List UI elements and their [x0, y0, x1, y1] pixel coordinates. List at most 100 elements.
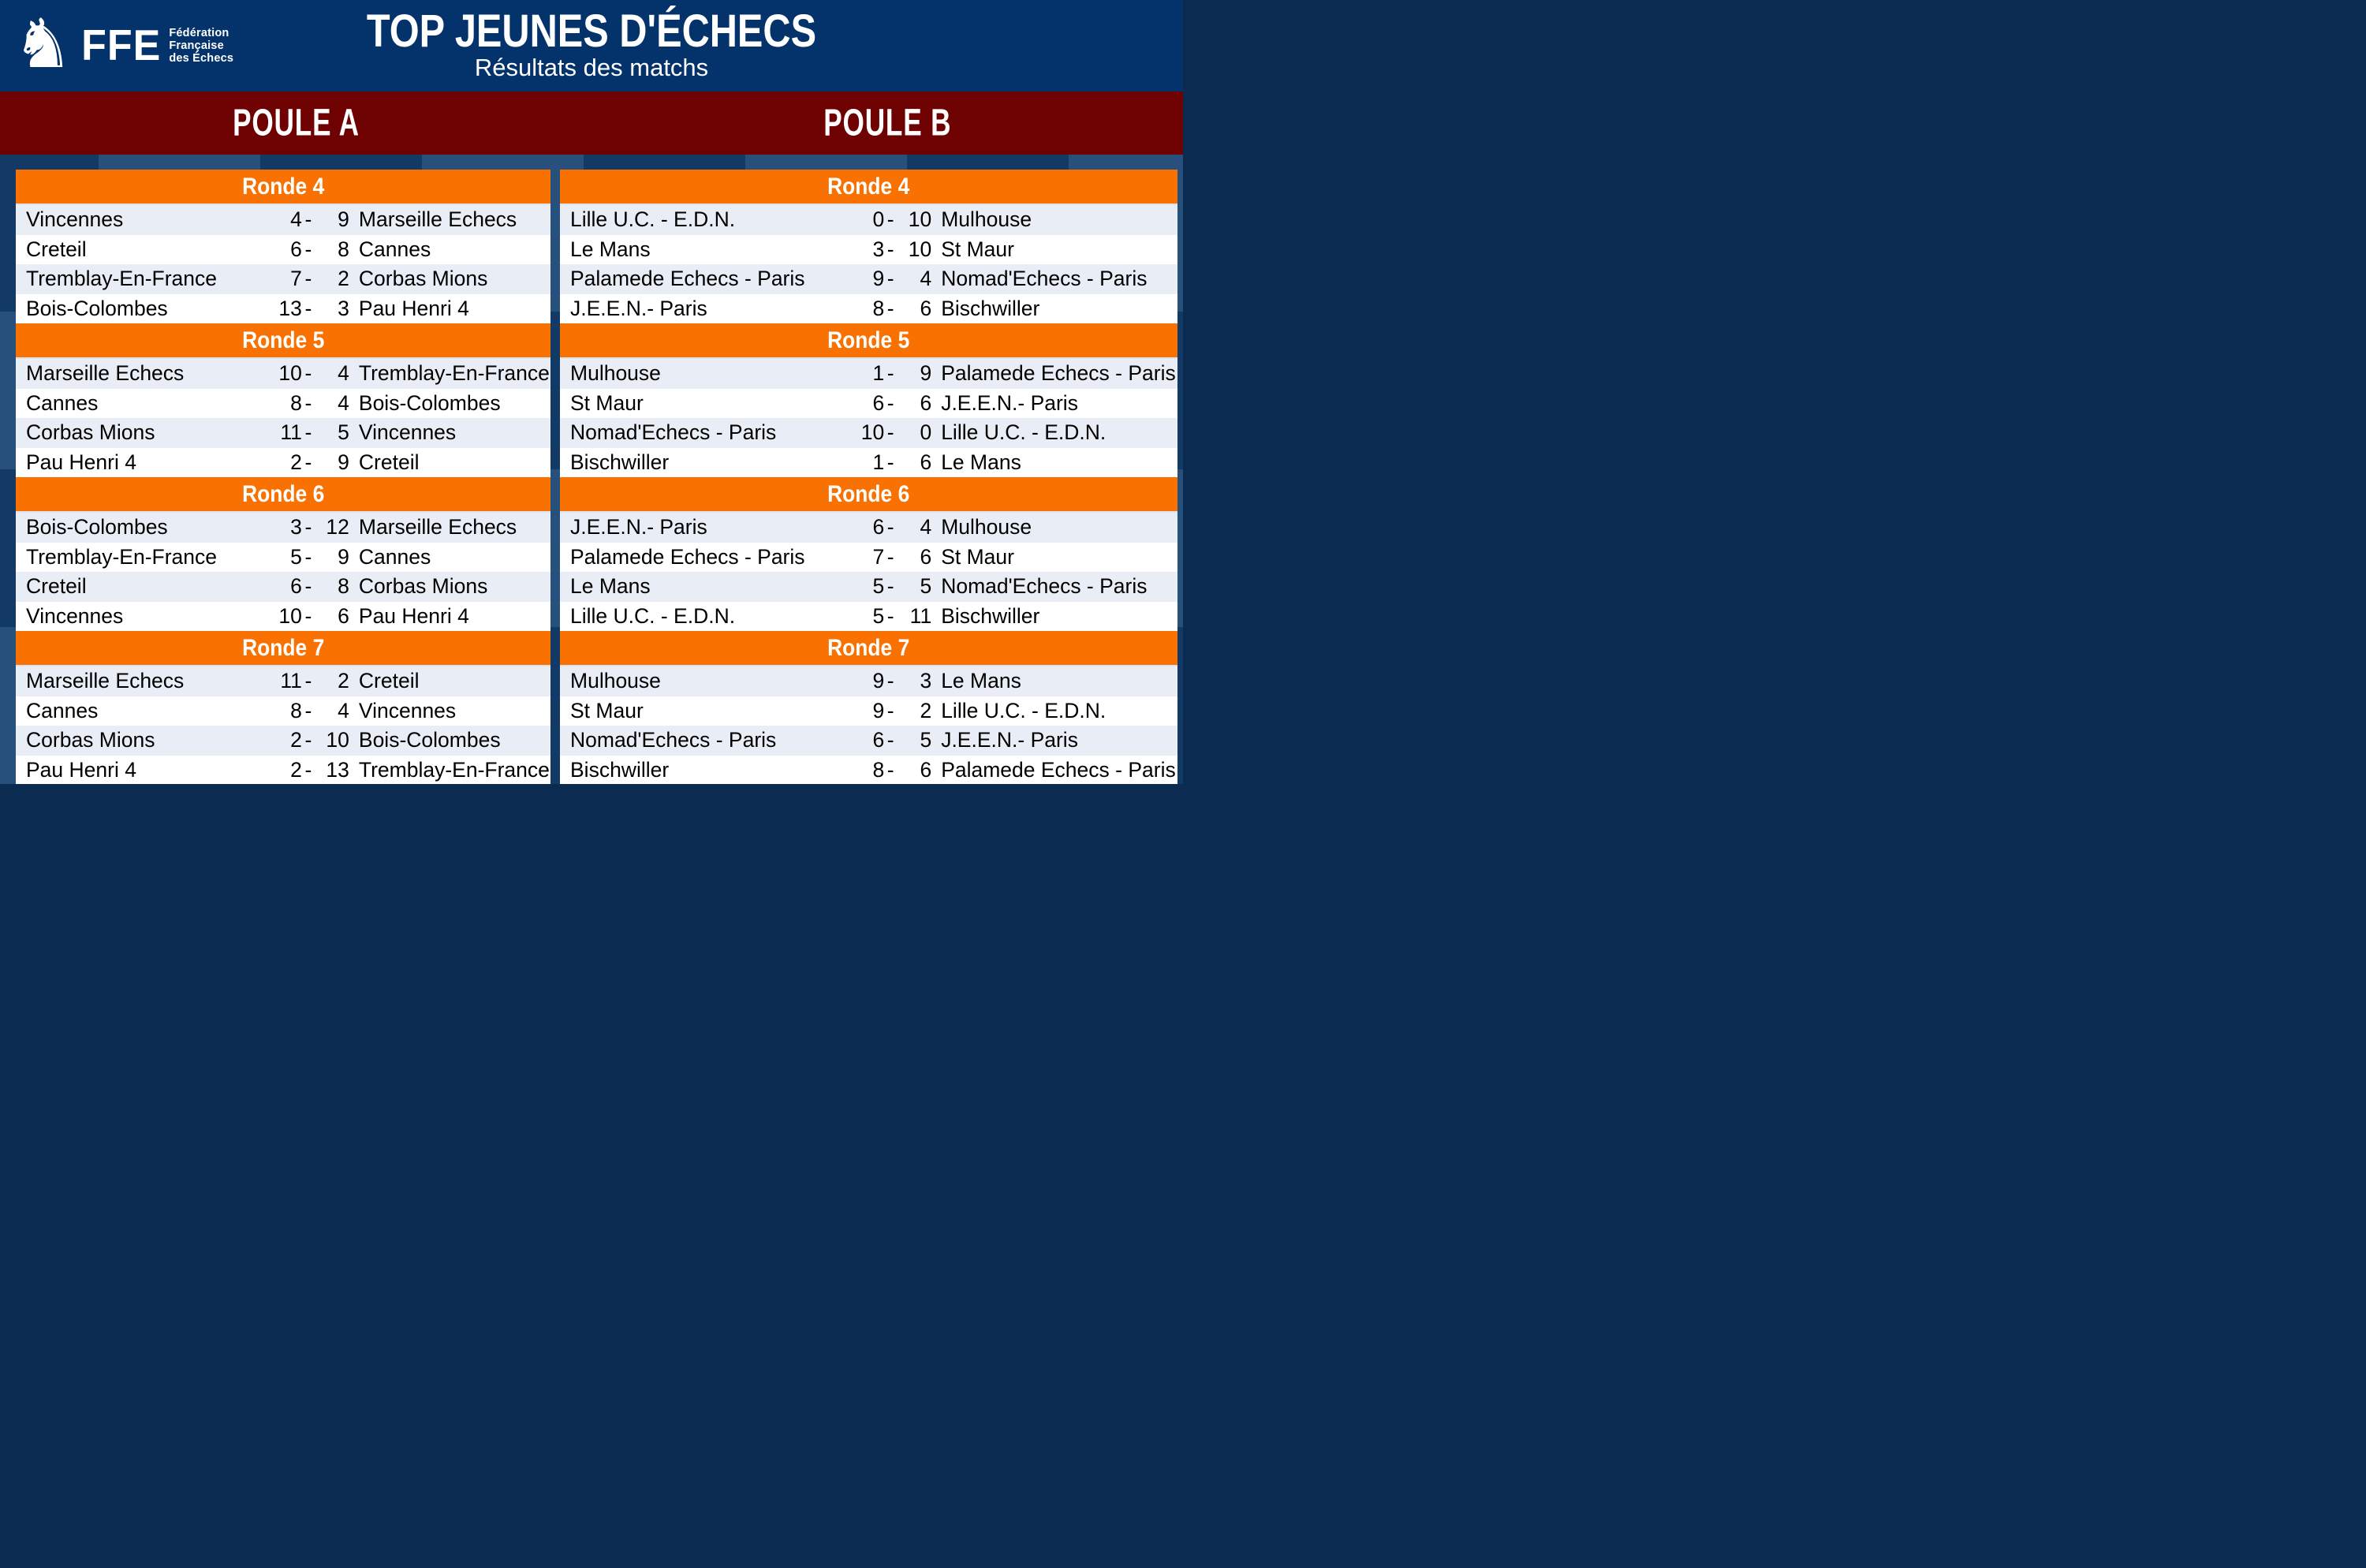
home-score: 5: [290, 544, 302, 569]
away-score: 4: [338, 390, 349, 415]
away-team-name: Bischwiller: [941, 603, 1040, 628]
away-team-name: Le Mans: [941, 669, 1021, 693]
round-rows: Lille U.C. - E.D.N. 0 - 10 Mulhouse Le M…: [560, 205, 1177, 323]
away-score: 0: [920, 420, 932, 445]
away-score: 4: [920, 515, 932, 539]
score-separator: -: [304, 544, 312, 569]
away-team-name: Le Mans: [941, 450, 1021, 474]
match-row: Cannes 8 - 4 Vincennes: [16, 696, 550, 726]
home-team-name: Le Mans: [570, 574, 651, 599]
home-score: 5: [872, 603, 885, 628]
match-row: Pau Henri 4 2 - 9 Creteil: [16, 447, 550, 477]
score-separator: -: [886, 603, 894, 628]
round-block: Ronde 7 Marseille Echecs 11 - 2 Creteil …: [16, 631, 550, 784]
match-row: Le Mans 3 - 10 St Maur: [560, 234, 1177, 264]
score-separator: -: [886, 390, 894, 415]
home-score: 7: [290, 267, 302, 291]
round-label: Ronde 4: [241, 173, 325, 200]
away-team-name: Mulhouse: [941, 515, 1032, 539]
round-header: Ronde 6: [16, 477, 550, 513]
away-team-name: Pau Henri 4: [358, 296, 469, 320]
round-rows: Mulhouse 9 - 3 Le Mans St Maur 9 - 2 Lil…: [560, 666, 1177, 784]
score-separator: -: [886, 207, 894, 232]
home-score: 9: [872, 669, 885, 693]
away-team-name: St Maur: [941, 544, 1014, 569]
home-team-name: Vincennes: [26, 603, 124, 628]
match-row: Tremblay-En-France 7 - 2 Corbas Mions: [16, 264, 550, 294]
round-label: Ronde 6: [827, 480, 910, 507]
away-score: 12: [326, 515, 349, 539]
home-team-name: Palamede Echecs - Paris: [570, 544, 805, 569]
score-separator: -: [886, 574, 894, 599]
away-score: 5: [920, 728, 932, 752]
away-score: 5: [920, 574, 932, 599]
match-row: Mulhouse 1 - 9 Palamede Echecs - Paris: [560, 359, 1177, 389]
away-score: 2: [338, 669, 349, 693]
home-score: 0: [872, 207, 885, 232]
home-team-name: Pau Henri 4: [26, 757, 136, 782]
away-score: 9: [338, 450, 349, 474]
score-separator: -: [886, 267, 894, 291]
away-score: 6: [920, 757, 932, 782]
home-team-name: Creteil: [26, 574, 87, 599]
home-team-name: Bischwiller: [570, 757, 670, 782]
home-score: 10: [860, 420, 885, 445]
away-score: 4: [920, 267, 932, 291]
score-separator: -: [304, 728, 312, 752]
results-poster: ♞ FFE Fédération Française des Échecs TO…: [0, 0, 1183, 784]
ffe-org-name: Fédération Française des Échecs: [169, 27, 233, 65]
score-separator: -: [886, 237, 894, 261]
home-team-name: Marseille Echecs: [26, 361, 185, 386]
away-score: 5: [338, 420, 349, 445]
home-team-name: Vincennes: [26, 207, 124, 232]
round-header: Ronde 7: [16, 631, 550, 666]
away-team-name: Corbas Mions: [358, 574, 488, 599]
away-score: 3: [920, 669, 932, 693]
home-score: 6: [872, 390, 885, 415]
match-row: Pau Henri 4 2 - 13 Tremblay-En-France: [16, 755, 550, 784]
away-team-name: Nomad'Echecs - Paris: [941, 267, 1148, 291]
round-rows: J.E.E.N.- Paris 6 - 4 Mulhouse Palamede …: [560, 513, 1177, 631]
home-score: 2: [290, 450, 302, 474]
match-row: St Maur 6 - 6 J.E.E.N.- Paris: [560, 388, 1177, 418]
pool-a-label: POULE A: [232, 101, 360, 144]
round-header: Ronde 4: [16, 170, 550, 205]
home-score: 5: [872, 574, 885, 599]
away-score: 2: [338, 267, 349, 291]
page-subtitle: Résultats des matchs: [474, 54, 709, 81]
round-label: Ronde 7: [241, 634, 325, 661]
ffe-org-line: des Échecs: [169, 52, 234, 65]
match-row: Bois-Colombes 3 - 12 Marseille Echecs: [16, 513, 550, 543]
home-score: 6: [290, 574, 302, 599]
away-team-name: Cannes: [358, 544, 431, 569]
score-separator: -: [304, 390, 312, 415]
score-separator: -: [304, 603, 312, 628]
match-row: Bois-Colombes 13 - 3 Pau Henri 4: [16, 293, 550, 323]
score-separator: -: [304, 698, 312, 722]
home-score: 9: [872, 267, 885, 291]
home-score: 3: [290, 515, 302, 539]
score-separator: -: [304, 669, 312, 693]
round-block: Ronde 7 Mulhouse 9 - 3 Le Mans St Maur 9…: [560, 631, 1177, 784]
round-label: Ronde 7: [827, 634, 910, 661]
away-score: 8: [338, 574, 349, 599]
away-team-name: Mulhouse: [941, 207, 1032, 232]
score-separator: -: [304, 757, 312, 782]
match-row: Cannes 8 - 4 Bois-Colombes: [16, 388, 550, 418]
pool-b-table: Ronde 4 Lille U.C. - E.D.N. 0 - 10 Mulho…: [560, 170, 1177, 784]
match-row: Lille U.C. - E.D.N. 0 - 10 Mulhouse: [560, 205, 1177, 235]
ffe-org-line: Fédération: [169, 26, 230, 39]
ffe-org-line: Française: [169, 39, 224, 52]
match-row: St Maur 9 - 2 Lille U.C. - E.D.N.: [560, 696, 1177, 726]
round-header: Ronde 7: [560, 631, 1177, 666]
away-score: 4: [338, 698, 349, 722]
home-score: 1: [872, 361, 885, 386]
away-team-name: Marseille Echecs: [358, 515, 517, 539]
match-row: J.E.E.N.- Paris 6 - 4 Mulhouse: [560, 513, 1177, 543]
away-team-name: J.E.E.N.- Paris: [941, 390, 1078, 415]
home-team-name: Lille U.C. - E.D.N.: [570, 207, 736, 232]
round-block: Ronde 4 Vincennes 4 - 9 Marseille Echecs…: [16, 170, 550, 323]
home-score: 6: [872, 515, 885, 539]
score-separator: -: [304, 450, 312, 474]
home-team-name: Mulhouse: [570, 669, 661, 693]
